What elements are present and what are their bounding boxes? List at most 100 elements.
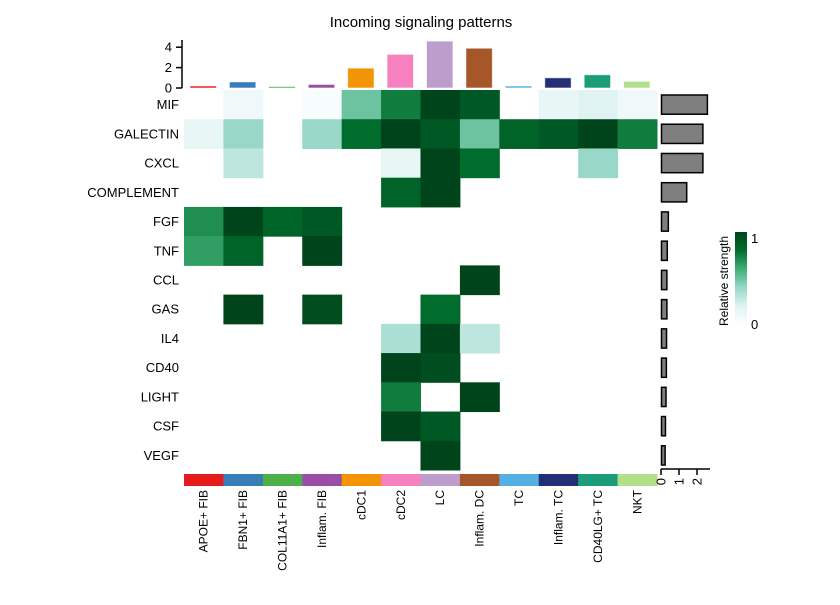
- top-bar: [504, 85, 533, 89]
- heatmap-cell: [459, 119, 500, 149]
- right-bar: [660, 415, 667, 437]
- heatmap-cell: [538, 119, 579, 149]
- right-bar: [660, 181, 688, 203]
- legend-max-label: 1: [751, 231, 758, 246]
- heatmap-cell: [459, 265, 500, 296]
- heatmap-cell: [184, 206, 224, 237]
- right-bar: [660, 445, 666, 466]
- row-label: MIF: [157, 97, 179, 112]
- heatmap-cell: [302, 90, 343, 120]
- column-color-cell: [538, 474, 579, 486]
- heatmap-cell: [420, 353, 461, 383]
- heatmap-cell: [223, 90, 264, 120]
- column-label: cDC1: [354, 490, 368, 520]
- column-label: Inflam. DC: [473, 490, 487, 547]
- heatmap-cell: [420, 323, 461, 354]
- right-bar: [660, 211, 670, 232]
- heatmap-cell: [459, 90, 500, 120]
- heatmap-cell: [420, 411, 461, 442]
- column-color-cell: [223, 474, 264, 486]
- right-axis-tick-label: 1: [672, 478, 687, 485]
- column-color-bar: [184, 474, 658, 486]
- column-label: TC: [512, 490, 526, 506]
- column-color-cell: [184, 474, 224, 486]
- top-axis-tick-label: 2: [165, 60, 172, 75]
- right-bar: [660, 94, 709, 115]
- top-bar: [544, 77, 572, 89]
- row-label: LIGHT: [141, 389, 179, 404]
- top-bar: [268, 86, 296, 89]
- row-label: GALECTIN: [114, 126, 179, 141]
- column-color-cell: [381, 474, 421, 486]
- right-axis-tick-label: 2: [690, 478, 705, 485]
- heatmap-cell: [420, 440, 461, 471]
- top-bar: [228, 81, 257, 89]
- heatmap-cell: [223, 294, 264, 325]
- top-bar: [583, 74, 612, 89]
- legend-title: Relative strength: [717, 236, 731, 326]
- heatmap-cell: [381, 119, 421, 149]
- heatmap-cell: [381, 323, 421, 354]
- heatmap-cell: [578, 119, 619, 149]
- right-bar: [660, 357, 668, 379]
- heatmap-cell: [578, 148, 619, 179]
- column-label: NKT: [630, 489, 644, 514]
- column-color-cell: [302, 474, 343, 486]
- heatmap-cell: [420, 119, 461, 149]
- top-bar-annotation: 0 2 4: [165, 40, 651, 96]
- column-color-cell: [499, 474, 540, 486]
- heatmap-cells: [184, 90, 658, 471]
- row-label: GAS: [152, 302, 180, 317]
- heatmap-cell: [223, 236, 264, 266]
- heatmap-cell: [302, 236, 343, 266]
- column-label: cDC2: [394, 490, 408, 520]
- heatmap-cell: [223, 206, 264, 237]
- top-bar: [426, 40, 454, 89]
- top-bar: [189, 85, 217, 89]
- row-label: CSF: [153, 419, 179, 434]
- column-color-cell: [578, 474, 619, 486]
- column-color-cell: [459, 474, 500, 486]
- row-label: CD40: [146, 360, 179, 375]
- top-axis-tick-label: 0: [165, 81, 172, 96]
- right-bar: [660, 386, 667, 408]
- heatmap-cell: [184, 236, 224, 266]
- row-label: COMPLEMENT: [87, 185, 179, 200]
- right-bar: [660, 328, 668, 349]
- color-legend: 1 0 Relative strength: [717, 231, 758, 332]
- heatmap-cell: [381, 353, 421, 383]
- heatmap-cell: [381, 411, 421, 442]
- column-color-cell: [262, 474, 303, 486]
- row-label: IL4: [161, 331, 179, 346]
- heatmap-cell: [538, 90, 579, 120]
- heatmap-cell: [499, 119, 540, 149]
- heatmap-cell: [381, 90, 421, 120]
- column-label: Inflam. TC: [551, 490, 565, 545]
- heatmap-cell: [381, 177, 421, 208]
- row-labels: MIF GALECTIN CXCL COMPLEMENT FGF TNF CCL GAS IL4…: [87, 97, 179, 463]
- column-label: Inflam. FIB: [315, 490, 329, 548]
- right-bar: [660, 123, 704, 145]
- heatmap-cell: [459, 148, 500, 179]
- top-bar: [307, 83, 336, 89]
- chart-title: Incoming signaling patterns: [330, 14, 513, 31]
- right-bar: [660, 152, 704, 174]
- heatmap-cell: [302, 119, 343, 149]
- top-bar: [347, 67, 375, 89]
- heatmap-cell: [459, 323, 500, 354]
- column-label: APOE+ FIB: [197, 490, 211, 552]
- heatmap-cell: [381, 148, 421, 179]
- top-bar: [623, 80, 651, 89]
- heatmap-cell: [341, 119, 382, 149]
- top-bar: [386, 53, 415, 89]
- column-color-cell: [341, 474, 382, 486]
- column-label: COL11A1+ FIB: [276, 490, 290, 571]
- row-label: FGF: [153, 214, 179, 229]
- heatmap-cell: [341, 90, 382, 120]
- heatmap-cell: [223, 148, 264, 179]
- heatmap-cell: [223, 119, 264, 149]
- legend-min-label: 0: [751, 317, 758, 332]
- right-axis-tick-label: 0: [654, 478, 669, 485]
